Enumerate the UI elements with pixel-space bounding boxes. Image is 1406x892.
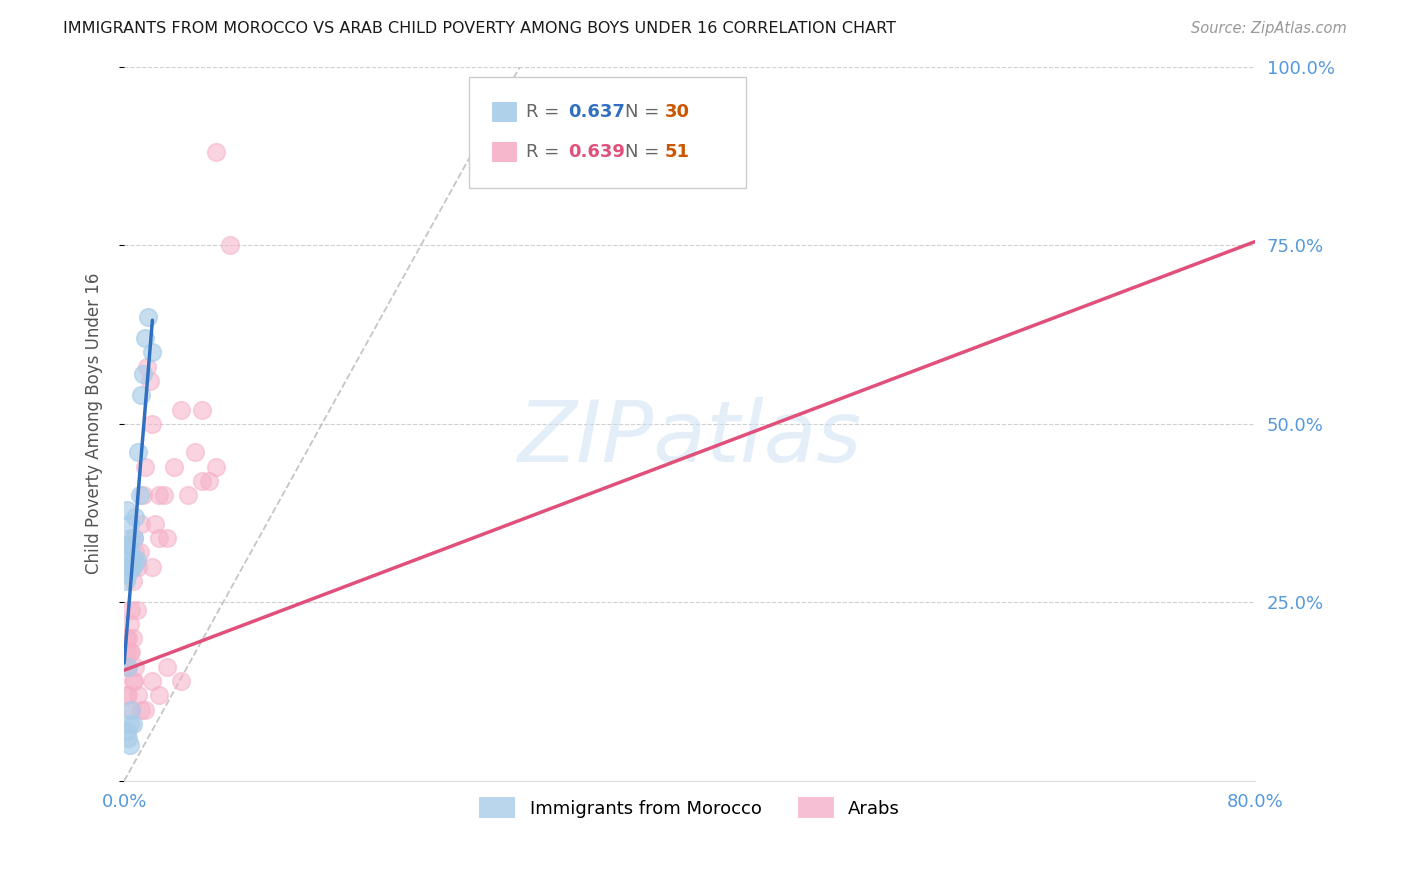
Point <box>135 359 157 374</box>
Point <box>118 516 141 531</box>
Point <box>124 545 146 559</box>
Point <box>138 374 160 388</box>
Point <box>121 673 143 688</box>
Point <box>191 402 214 417</box>
Point <box>170 402 193 417</box>
Point <box>141 673 163 688</box>
Point <box>148 688 170 702</box>
Text: 51: 51 <box>665 144 690 161</box>
Point <box>122 531 145 545</box>
Point <box>134 459 156 474</box>
Point <box>115 645 138 659</box>
Point <box>141 559 163 574</box>
Point <box>118 645 141 659</box>
Point <box>124 659 146 673</box>
Point <box>120 702 142 716</box>
Point <box>205 459 228 474</box>
Point <box>115 559 138 574</box>
Point <box>127 559 149 574</box>
Point <box>118 552 141 566</box>
Point <box>134 331 156 345</box>
Point <box>122 673 145 688</box>
Point <box>118 739 141 753</box>
Point <box>120 702 142 716</box>
Point <box>121 574 143 588</box>
Point <box>152 488 174 502</box>
Point <box>118 716 141 731</box>
Point <box>191 474 214 488</box>
FancyBboxPatch shape <box>492 143 516 162</box>
Point <box>120 531 142 545</box>
Point <box>115 688 138 702</box>
Point <box>205 145 228 160</box>
Point <box>141 345 163 359</box>
Text: N =: N = <box>626 144 665 161</box>
Point <box>115 631 138 645</box>
Point <box>120 645 142 659</box>
Point <box>219 238 242 252</box>
Point <box>121 559 143 574</box>
Text: R =: R = <box>526 144 565 161</box>
FancyBboxPatch shape <box>492 102 516 121</box>
Point <box>155 659 177 673</box>
Point <box>148 531 170 545</box>
Y-axis label: Child Poverty Among Boys Under 16: Child Poverty Among Boys Under 16 <box>86 273 103 574</box>
Point <box>121 631 143 645</box>
Point <box>131 367 153 381</box>
Point <box>177 488 200 502</box>
Point <box>117 659 139 673</box>
Point <box>129 516 152 531</box>
Point <box>117 538 139 552</box>
Text: Source: ZipAtlas.com: Source: ZipAtlas.com <box>1191 21 1347 36</box>
Point <box>127 445 149 459</box>
Text: 0.639: 0.639 <box>568 144 626 161</box>
Text: 0.637: 0.637 <box>568 103 626 120</box>
Point <box>184 445 207 459</box>
Point <box>125 552 148 566</box>
FancyBboxPatch shape <box>470 78 747 188</box>
Point <box>129 702 152 716</box>
Point <box>125 602 148 616</box>
Text: R =: R = <box>526 103 565 120</box>
Point <box>114 659 136 673</box>
Point <box>127 688 149 702</box>
Point <box>129 388 152 402</box>
Point <box>121 716 143 731</box>
Point <box>131 488 153 502</box>
Point <box>120 545 142 559</box>
Point <box>124 509 146 524</box>
Point <box>115 502 138 516</box>
Point <box>136 310 159 324</box>
Point <box>170 673 193 688</box>
Point <box>122 552 145 566</box>
Text: ZIPatlas: ZIPatlas <box>517 397 862 480</box>
Point <box>128 545 150 559</box>
Point <box>122 531 145 545</box>
Point <box>120 559 142 574</box>
Legend: Immigrants from Morocco, Arabs: Immigrants from Morocco, Arabs <box>472 790 907 826</box>
Point <box>162 459 184 474</box>
Point <box>148 488 170 502</box>
Point <box>117 659 139 673</box>
Point <box>114 574 136 588</box>
Point <box>117 566 139 581</box>
Text: 30: 30 <box>665 103 690 120</box>
Point <box>198 474 221 488</box>
Point <box>118 616 141 631</box>
Point <box>115 723 138 738</box>
Point <box>117 731 139 746</box>
Point <box>141 417 163 431</box>
Point <box>134 702 156 716</box>
Point <box>155 531 177 545</box>
Point <box>120 602 142 616</box>
Point <box>128 488 150 502</box>
Point <box>114 538 136 552</box>
Text: IMMIGRANTS FROM MOROCCO VS ARAB CHILD POVERTY AMONG BOYS UNDER 16 CORRELATION CH: IMMIGRANTS FROM MOROCCO VS ARAB CHILD PO… <box>63 21 896 36</box>
Text: N =: N = <box>626 103 665 120</box>
Point <box>117 688 139 702</box>
Point <box>117 631 139 645</box>
Point <box>143 516 166 531</box>
